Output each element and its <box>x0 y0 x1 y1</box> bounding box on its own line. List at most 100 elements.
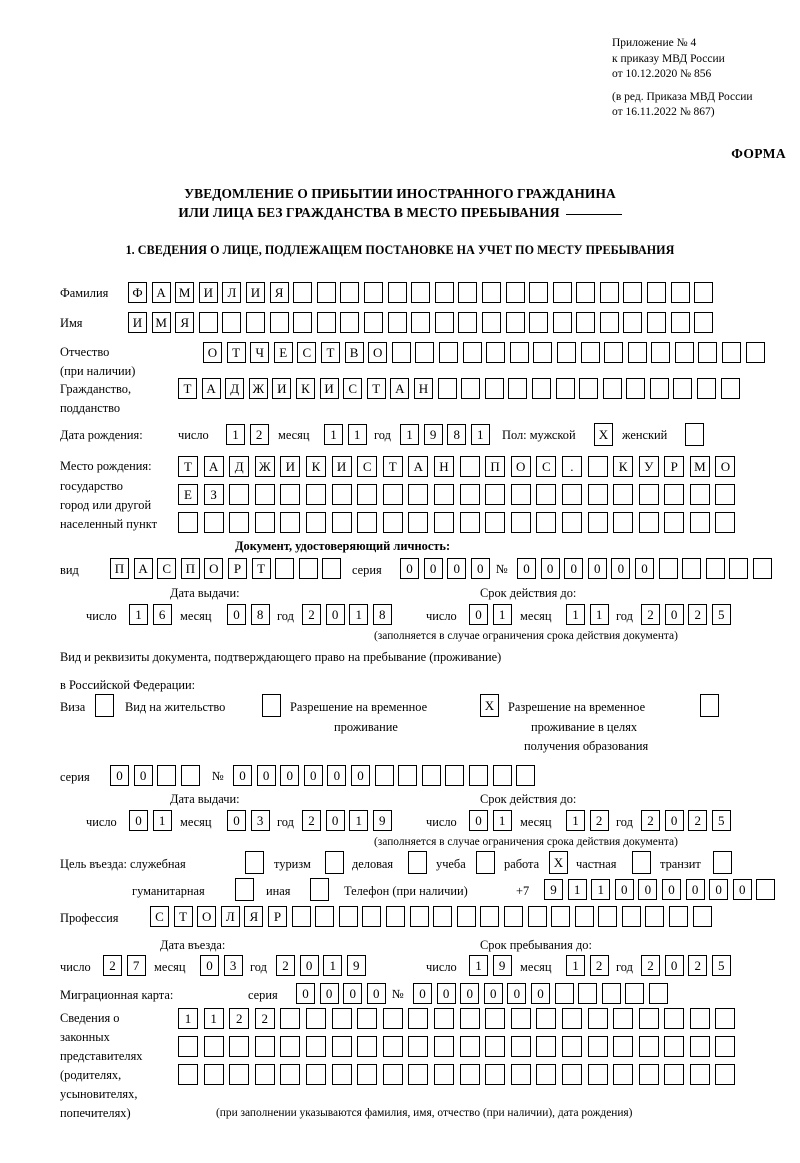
legal-rep-cell[interactable] <box>613 1064 634 1085</box>
permit-number-cell[interactable] <box>398 765 418 786</box>
legal-rep-cell[interactable] <box>561 1036 582 1057</box>
surname-cell[interactable]: М <box>175 282 195 303</box>
doc-issue-year-cell[interactable]: 8 <box>372 604 392 625</box>
birthplace-state-cell[interactable]: А <box>408 456 429 477</box>
temp-residence-edu-checkbox[interactable] <box>700 694 719 717</box>
legal-rep-cell[interactable] <box>357 1008 378 1029</box>
profession-cell[interactable] <box>503 906 523 927</box>
birthplace-city-cell[interactable] <box>485 484 506 505</box>
doc-series-cell[interactable]: 0 <box>400 558 419 579</box>
birthplace-state-cell[interactable]: Т <box>178 456 198 477</box>
firstname-cell[interactable] <box>245 312 265 333</box>
patronymic-cell[interactable] <box>674 342 694 363</box>
migration-number-cell[interactable]: 0 <box>530 983 550 1004</box>
firstname-cell[interactable] <box>552 312 572 333</box>
legal-rep-cell[interactable] <box>638 1008 659 1029</box>
permit-issue-month-cell[interactable]: 3 <box>250 810 270 831</box>
migration-number-cell[interactable] <box>554 983 574 1004</box>
permit-issue-month-cell[interactable]: 0 <box>227 810 246 831</box>
birthplace-state-cell[interactable]: С <box>357 456 378 477</box>
migration-number-cell[interactable]: 0 <box>436 983 456 1004</box>
patronymic-cell[interactable] <box>698 342 718 363</box>
birth-year-cell[interactable]: 8 <box>447 424 467 445</box>
profession-cell[interactable]: Р <box>267 906 287 927</box>
surname-cell[interactable] <box>552 282 572 303</box>
patronymic-cell[interactable] <box>533 342 553 363</box>
doc-number-cell[interactable] <box>682 558 702 579</box>
birthplace-city-cell[interactable] <box>433 484 454 505</box>
surname-cell[interactable]: Ф <box>128 282 147 303</box>
legal-rep-cell[interactable] <box>485 1064 506 1085</box>
permit-number-cell[interactable] <box>492 765 512 786</box>
phone-cell[interactable]: 0 <box>685 879 705 900</box>
legal-rep-cell[interactable] <box>331 1008 352 1029</box>
doc-number-cell[interactable]: 0 <box>611 558 631 579</box>
birthplace-city-cell[interactable] <box>408 512 429 533</box>
legal-rep-cell[interactable] <box>664 1036 685 1057</box>
citizenship-cell[interactable]: А <box>201 378 221 399</box>
surname-cell[interactable] <box>458 282 478 303</box>
legal-rep-cell[interactable] <box>203 1064 224 1085</box>
profession-cell[interactable] <box>291 906 311 927</box>
stay-month-cell[interactable]: 1 <box>566 955 585 976</box>
birthplace-state-cell[interactable]: Д <box>229 456 250 477</box>
citizenship-cell[interactable]: И <box>319 378 339 399</box>
citizenship-cell[interactable] <box>531 378 551 399</box>
birthplace-state-cell[interactable]: . <box>561 456 582 477</box>
citizenship-cell[interactable]: Н <box>413 378 433 399</box>
permit-issue-day-cell[interactable]: 1 <box>152 810 172 831</box>
legal-rep-cell[interactable] <box>203 1036 224 1057</box>
migration-number-cell[interactable] <box>601 983 621 1004</box>
doc-series-cell[interactable]: 0 <box>423 558 443 579</box>
doc-kind-cell[interactable]: С <box>157 558 177 579</box>
doc-number-cell[interactable] <box>729 558 749 579</box>
birthplace-city-cell[interactable] <box>305 512 326 533</box>
doc-number-cell[interactable]: 0 <box>540 558 560 579</box>
birthplace-city-cell[interactable] <box>536 484 557 505</box>
firstname-cell[interactable] <box>222 312 242 333</box>
legal-rep-cell[interactable] <box>382 1008 403 1029</box>
citizenship-cell[interactable]: Т <box>366 378 386 399</box>
surname-cell[interactable] <box>481 282 501 303</box>
doc-issue-day-cell[interactable]: 6 <box>152 604 172 625</box>
birth-day-cell[interactable]: 2 <box>249 424 269 445</box>
profession-cell[interactable] <box>574 906 594 927</box>
purpose-study-checkbox[interactable] <box>476 851 495 874</box>
citizenship-cell[interactable]: Т <box>178 378 197 399</box>
birthplace-city-cell[interactable] <box>561 484 582 505</box>
temp-residence-checkbox[interactable]: X <box>480 694 499 717</box>
legal-rep-cell[interactable] <box>561 1064 582 1085</box>
doc-series-cell[interactable]: 0 <box>447 558 467 579</box>
legal-rep-cell[interactable] <box>587 1064 608 1085</box>
birthplace-city-cell[interactable] <box>561 512 582 533</box>
doc-kind-cell[interactable]: П <box>110 558 129 579</box>
doc-valid-year-cell[interactable]: 5 <box>711 604 731 625</box>
surname-cell[interactable] <box>670 282 690 303</box>
permit-number-cell[interactable] <box>516 765 536 786</box>
permit-series-cell[interactable] <box>180 765 200 786</box>
profession-cell[interactable] <box>621 906 641 927</box>
legal-rep-cell[interactable] <box>613 1036 634 1057</box>
legal-rep-cell[interactable] <box>408 1036 429 1057</box>
legal-rep-cell[interactable] <box>664 1008 685 1029</box>
profession-cell[interactable]: Л <box>220 906 240 927</box>
birthplace-city-cell[interactable] <box>459 512 480 533</box>
citizenship-cell[interactable]: А <box>390 378 410 399</box>
birthplace-city-cell[interactable] <box>357 484 378 505</box>
citizenship-cell[interactable] <box>602 378 622 399</box>
birthplace-state-cell[interactable]: Р <box>664 456 685 477</box>
doc-series-cell[interactable]: 0 <box>470 558 490 579</box>
entry-year-cell[interactable]: 9 <box>346 955 366 976</box>
firstname-cell[interactable] <box>694 312 714 333</box>
birthplace-state-cell[interactable]: И <box>280 456 301 477</box>
legal-rep-cell[interactable] <box>689 1064 710 1085</box>
doc-issue-month-cell[interactable]: 8 <box>250 604 270 625</box>
